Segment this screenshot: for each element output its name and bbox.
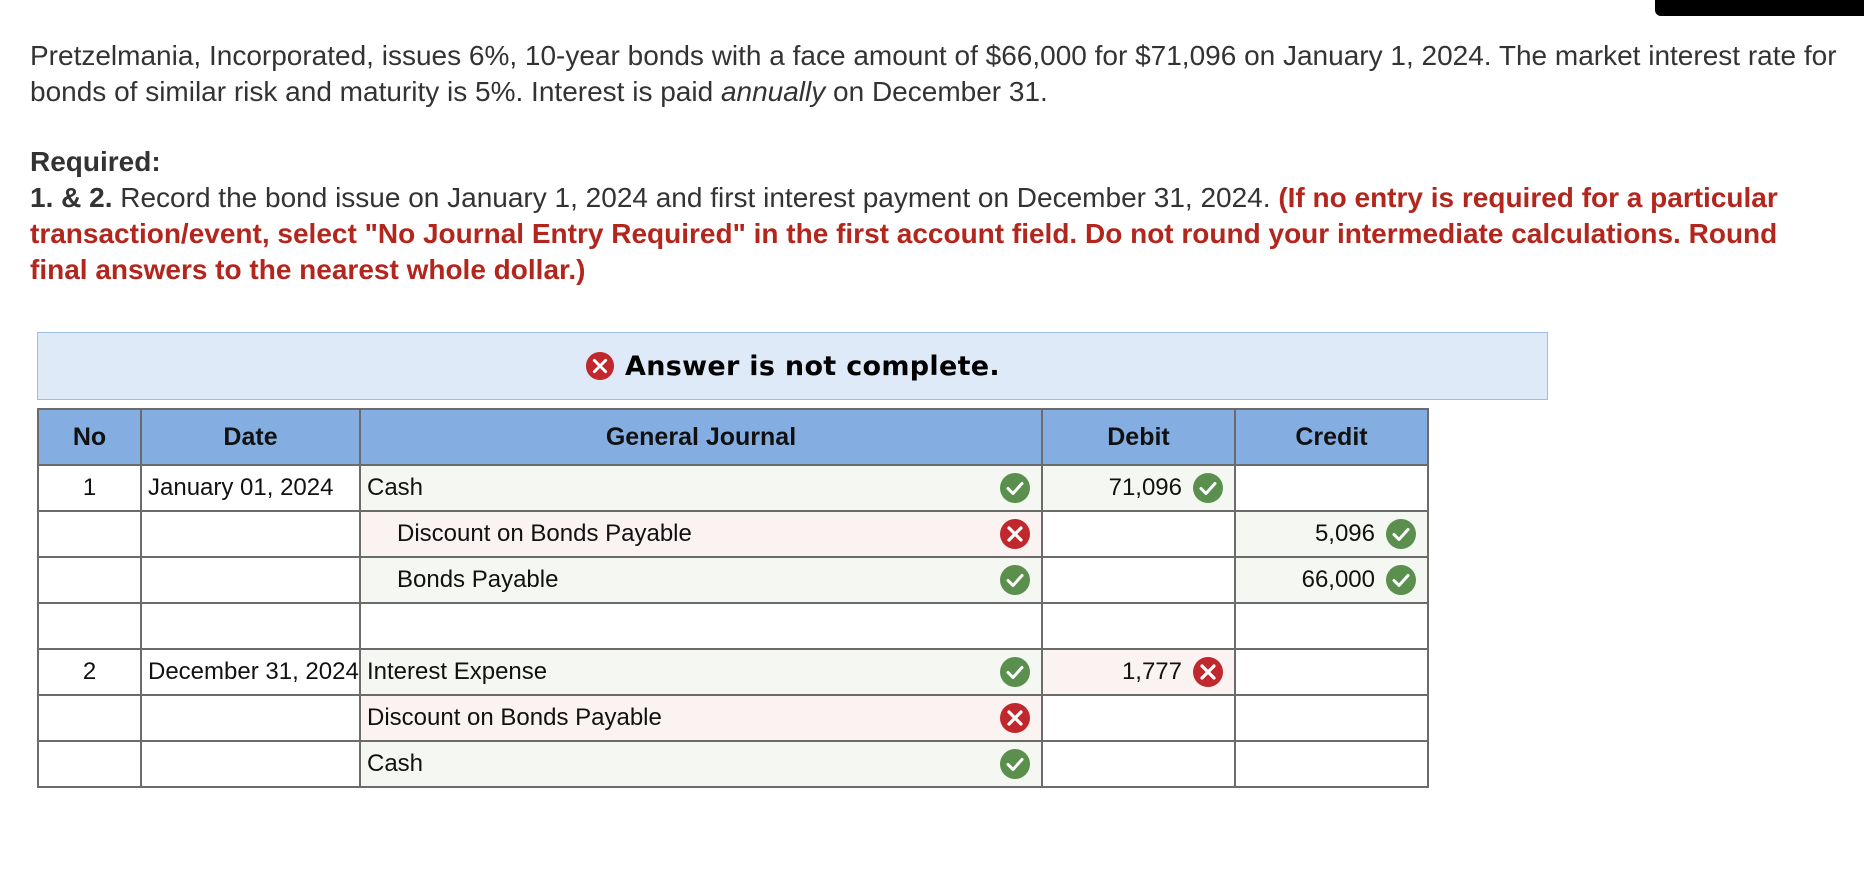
date-field[interactable]	[140, 602, 361, 650]
required-heading: Required:	[30, 146, 161, 177]
credit-field[interactable]	[1234, 694, 1429, 742]
date-field[interactable]	[140, 694, 361, 742]
account-field[interactable]: Bonds Payable	[359, 556, 1043, 604]
debit-field[interactable]	[1041, 694, 1236, 742]
entry-number	[37, 602, 142, 650]
debit-value: 71,096	[1108, 474, 1182, 501]
table-row: 1 January 01, 2024 Cash 71,096	[37, 464, 1429, 512]
date-field[interactable]: December 31, 2024	[140, 648, 361, 696]
entry-number	[37, 740, 142, 788]
question-text-part1: Pretzelmania, Incorporated, issues 6%, 1…	[30, 40, 1837, 107]
debit-value: 1,777	[1121, 658, 1182, 685]
table-row: 2 December 31, 2024 Interest Expense 1,7…	[37, 648, 1429, 696]
account-name: Discount on Bonds Payable	[397, 520, 692, 547]
check-icon	[1386, 565, 1416, 595]
debit-field[interactable]	[1041, 556, 1236, 604]
date-field[interactable]	[140, 740, 361, 788]
header-credit: Credit	[1234, 408, 1429, 466]
header-general-journal: General Journal	[359, 408, 1043, 466]
entry-number	[37, 694, 142, 742]
incorrect-icon	[1000, 703, 1030, 733]
debit-field[interactable]	[1041, 740, 1236, 788]
table-row: Discount on Bonds Payable	[37, 694, 1429, 742]
entry-number	[37, 510, 142, 558]
header-debit: Debit	[1041, 408, 1236, 466]
incorrect-icon	[1193, 657, 1223, 687]
answer-status-banner: Answer is not complete.	[37, 332, 1548, 400]
debit-field[interactable]	[1041, 510, 1236, 558]
table-row: Discount on Bonds Payable 5,096	[37, 510, 1429, 558]
account-name: Cash	[367, 750, 424, 777]
credit-field[interactable]	[1234, 740, 1429, 788]
required-block: Required: 1. & 2. Record the bond issue …	[30, 144, 1840, 288]
header-no: No	[37, 408, 142, 466]
incorrect-icon	[1000, 519, 1030, 549]
credit-field[interactable]	[1234, 464, 1429, 512]
general-journal-table: No Date General Journal Debit Credit 1 J…	[37, 408, 1429, 788]
question-text-part2: on December 31.	[825, 76, 1048, 107]
required-instruction: Record the bond issue on January 1, 2024…	[112, 182, 1279, 213]
check-icon	[1386, 519, 1416, 549]
date-field[interactable]	[140, 556, 361, 604]
debit-field[interactable]	[1041, 602, 1236, 650]
account-field[interactable]: Cash	[359, 464, 1043, 512]
check-icon	[1193, 473, 1223, 503]
answer-status-text: Answer is not complete.	[625, 350, 1000, 382]
question-text: Pretzelmania, Incorporated, issues 6%, 1…	[30, 38, 1840, 110]
table-row: Bonds Payable 66,000	[37, 556, 1429, 604]
account-field[interactable]: Interest Expense	[359, 648, 1043, 696]
check-icon	[1000, 473, 1030, 503]
incorrect-icon	[585, 351, 615, 381]
required-part-label: 1. & 2.	[30, 182, 113, 213]
account-name: Discount on Bonds Payable	[367, 704, 662, 731]
credit-field[interactable]	[1234, 648, 1429, 696]
check-icon	[1000, 565, 1030, 595]
credit-value: 66,000	[1301, 566, 1375, 593]
account-field[interactable]: Discount on Bonds Payable	[359, 694, 1043, 742]
table-row	[37, 602, 1429, 650]
table-row: Cash	[37, 740, 1429, 788]
header-date: Date	[140, 408, 361, 466]
check-icon	[1000, 657, 1030, 687]
top-bar-tab	[1655, 0, 1864, 16]
account-name: Interest Expense	[367, 658, 548, 685]
entry-number: 1	[37, 464, 142, 512]
credit-value: 5,096	[1314, 520, 1375, 547]
account-field[interactable]: Cash	[359, 740, 1043, 788]
credit-field[interactable]	[1234, 602, 1429, 650]
entry-number: 2	[37, 648, 142, 696]
entry-number	[37, 556, 142, 604]
date-field[interactable]: January 01, 2024	[140, 464, 361, 512]
question-emphasis: annually	[720, 76, 826, 107]
debit-field[interactable]: 1,777	[1041, 648, 1236, 696]
account-field[interactable]: Discount on Bonds Payable	[359, 510, 1043, 558]
credit-field[interactable]: 5,096	[1234, 510, 1429, 558]
account-name: Cash	[367, 474, 424, 501]
account-field[interactable]	[359, 602, 1043, 650]
account-name: Bonds Payable	[397, 566, 559, 593]
required-warning: (If no entry is required for a particula…	[30, 182, 1778, 285]
date-field[interactable]	[140, 510, 361, 558]
journal-header-row: No Date General Journal Debit Credit	[37, 408, 1429, 466]
debit-field[interactable]: 71,096	[1041, 464, 1236, 512]
check-icon	[1000, 749, 1030, 779]
credit-field[interactable]: 66,000	[1234, 556, 1429, 604]
